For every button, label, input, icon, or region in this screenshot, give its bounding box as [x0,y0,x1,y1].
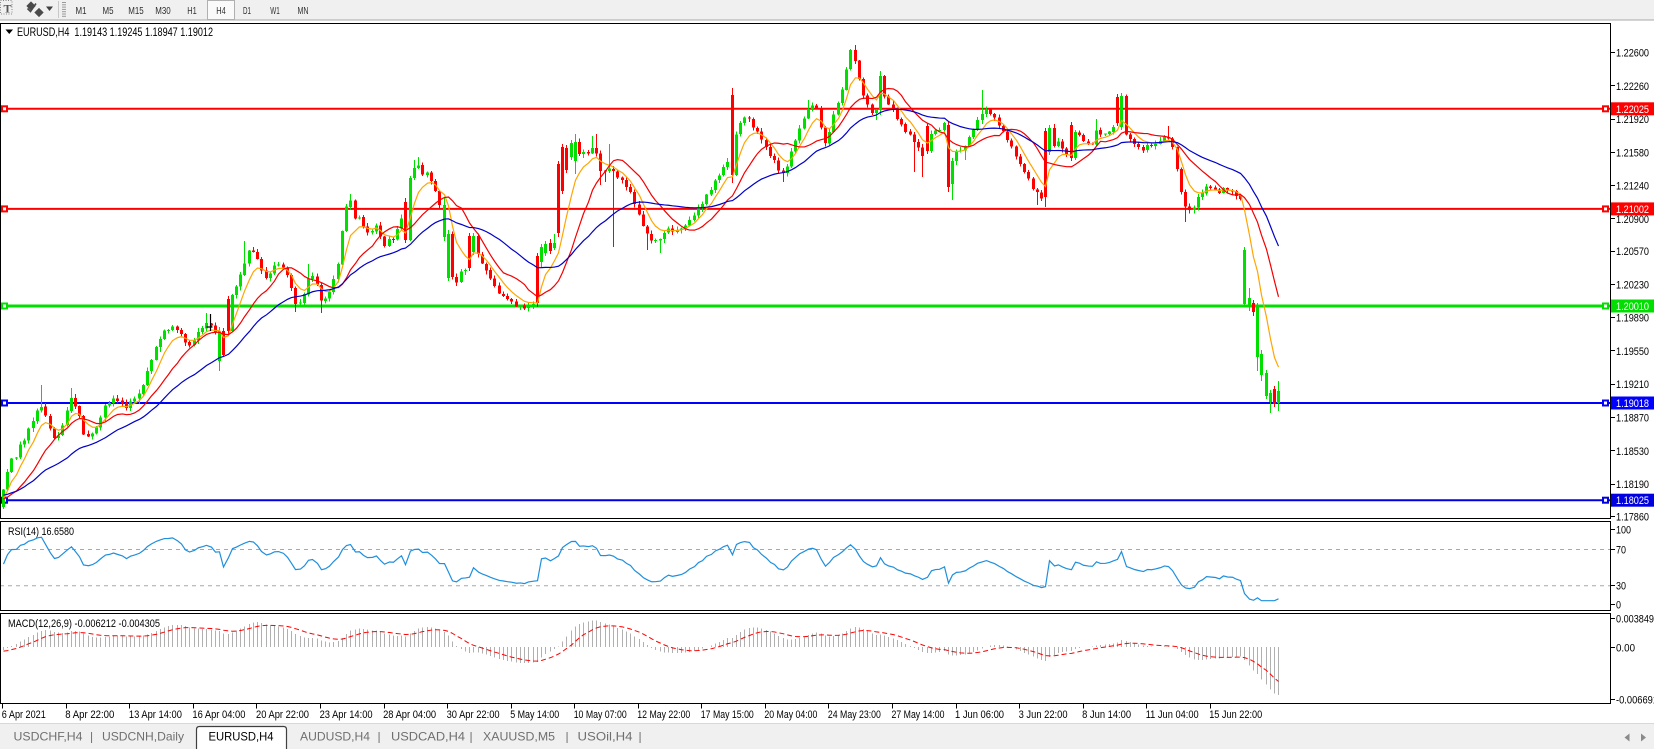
svg-text:20 May 04:00: 20 May 04:00 [764,709,817,721]
svg-text:8 Apr 22:00: 8 Apr 22:00 [65,709,114,721]
svg-text:20 Apr 22:00: 20 Apr 22:00 [256,709,309,721]
svg-text:EURUSD,H4 1.19143 1.19245 1.1: EURUSD,H4 1.19143 1.19245 1.18947 1.1901… [17,25,213,39]
svg-text:10 May 07:00: 10 May 07:00 [574,709,627,721]
svg-text:17 May 15:00: 17 May 15:00 [701,709,754,721]
svg-text:1.19550: 1.19550 [1616,346,1649,358]
svg-text:8 Jun 14:00: 8 Jun 14:00 [1082,709,1131,721]
svg-text:11 Jun 04:00: 11 Jun 04:00 [1146,709,1199,721]
svg-text:|: | [638,730,641,744]
svg-text:30 Apr 22:00: 30 Apr 22:00 [447,709,500,721]
svg-text:EURUSD,H4: EURUSD,H4 [209,730,274,744]
svg-text:1.21580: 1.21580 [1616,147,1649,159]
svg-text:1.18190: 1.18190 [1616,479,1649,491]
svg-text:1.22600: 1.22600 [1616,48,1649,60]
svg-text:1.17860: 1.17860 [1616,511,1649,523]
svg-text:16 Apr 04:00: 16 Apr 04:00 [192,709,245,721]
svg-text:1.21002: 1.21002 [1616,204,1649,216]
svg-text:30: 30 [1616,581,1626,593]
svg-text:100: 100 [1616,525,1631,537]
svg-text:3 Jun 22:00: 3 Jun 22:00 [1019,709,1068,721]
svg-text:1.19210: 1.19210 [1616,379,1649,391]
svg-text:1.22260: 1.22260 [1616,81,1649,93]
svg-text:AUDUSD,H4: AUDUSD,H4 [300,730,370,744]
svg-text:USDCHF,H4: USDCHF,H4 [14,730,83,744]
svg-text:W1: W1 [270,5,280,17]
svg-text:1.20900: 1.20900 [1616,214,1649,226]
svg-text:H4: H4 [216,5,226,17]
svg-text:RSI(14) 16.6580: RSI(14) 16.6580 [8,526,74,538]
svg-text:1.20230: 1.20230 [1616,279,1649,291]
svg-text:1.20010: 1.20010 [1616,301,1649,313]
svg-text:24 May 23:00: 24 May 23:00 [828,709,881,721]
svg-text:M1: M1 [76,5,87,17]
svg-text:28 Apr 04:00: 28 Apr 04:00 [383,709,436,721]
svg-text:-0.006691: -0.006691 [1616,695,1654,707]
svg-text:M30: M30 [155,5,171,17]
svg-text:1.20570: 1.20570 [1616,246,1649,258]
svg-text:H1: H1 [187,5,197,17]
svg-text:M5: M5 [103,5,114,17]
svg-text:D1: D1 [243,5,251,17]
svg-text:1.18530: 1.18530 [1616,446,1649,458]
svg-text:23 Apr 14:00: 23 Apr 14:00 [320,709,373,721]
svg-text:T: T [4,2,12,16]
svg-text:15 Jun 22:00: 15 Jun 22:00 [1209,709,1262,721]
svg-text:1.21920: 1.21920 [1616,114,1649,126]
svg-text:1.19018: 1.19018 [1616,398,1649,410]
svg-text:13 Apr 14:00: 13 Apr 14:00 [129,709,182,721]
svg-text:MN: MN [298,5,309,17]
svg-text:M15: M15 [128,5,144,17]
svg-text:|: | [469,730,472,744]
svg-text:MACD(12,26,9) -0.006212 -0.004: MACD(12,26,9) -0.006212 -0.004305 [8,618,160,630]
svg-text:XAUUSD,M5: XAUUSD,M5 [483,730,555,744]
svg-text:0.003849: 0.003849 [1616,614,1654,626]
svg-text:12 May 22:00: 12 May 22:00 [637,709,690,721]
svg-text:27 May 14:00: 27 May 14:00 [892,709,945,721]
svg-text:1.22025: 1.22025 [1616,104,1649,116]
svg-text:70: 70 [1616,545,1626,557]
svg-text:|: | [377,730,380,744]
svg-text:1 Jun 06:00: 1 Jun 06:00 [955,709,1004,721]
svg-text:USOil,H4: USOil,H4 [578,730,633,744]
svg-text:0.00: 0.00 [1616,643,1635,655]
svg-text:5 May 14:00: 5 May 14:00 [510,709,559,721]
svg-text:USDCAD,H4: USDCAD,H4 [391,730,465,744]
svg-text:1.19890: 1.19890 [1616,313,1649,325]
svg-text:|: | [90,730,93,744]
svg-text:1.18025: 1.18025 [1616,495,1649,507]
svg-text:6 Apr 2021: 6 Apr 2021 [2,709,46,721]
svg-text:0: 0 [1616,600,1621,612]
svg-text:|: | [565,730,568,744]
svg-text:USDCNH,Daily: USDCNH,Daily [102,730,184,744]
svg-text:1.18870: 1.18870 [1616,413,1649,425]
svg-text:1.21240: 1.21240 [1616,181,1649,193]
